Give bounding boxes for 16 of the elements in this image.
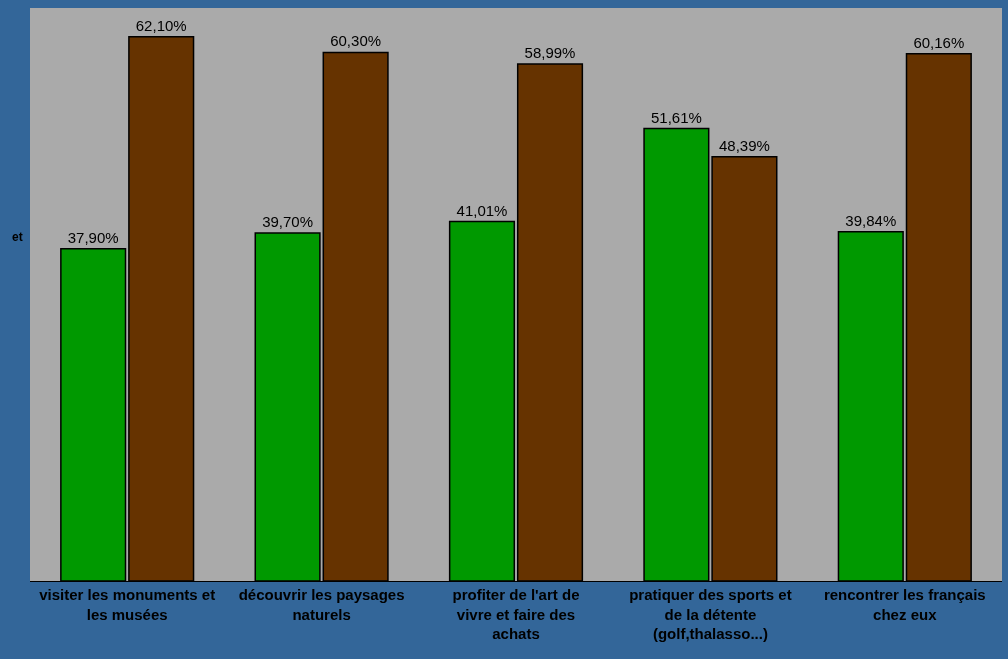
data-label: 62,10% xyxy=(135,16,187,34)
data-label: 48,39% xyxy=(718,136,770,154)
data-label: 37,90% xyxy=(67,228,119,246)
x-tick-label: rencontrer les français chez eux xyxy=(823,586,986,623)
data-label: 60,16% xyxy=(913,33,965,51)
text: et xyxy=(12,230,23,244)
x-tick-label: découvrir les paysages naturels xyxy=(238,586,405,623)
x-tick-label: pratiquer des sports et de la détente (golf,thalasso...) xyxy=(629,586,792,642)
data-label: 60,30% xyxy=(330,32,382,50)
data-label: 39,84% xyxy=(845,211,897,229)
data-label: 39,70% xyxy=(262,213,314,230)
data-label: 41,01% xyxy=(456,201,508,219)
data-label: 51,61% xyxy=(650,108,702,126)
data-label: 58,99% xyxy=(524,43,576,61)
x-tick-label: profiter de l'art de vivre et faire des achats xyxy=(452,586,580,642)
x-tick-label: visiter les monuments et les musées xyxy=(39,586,216,623)
